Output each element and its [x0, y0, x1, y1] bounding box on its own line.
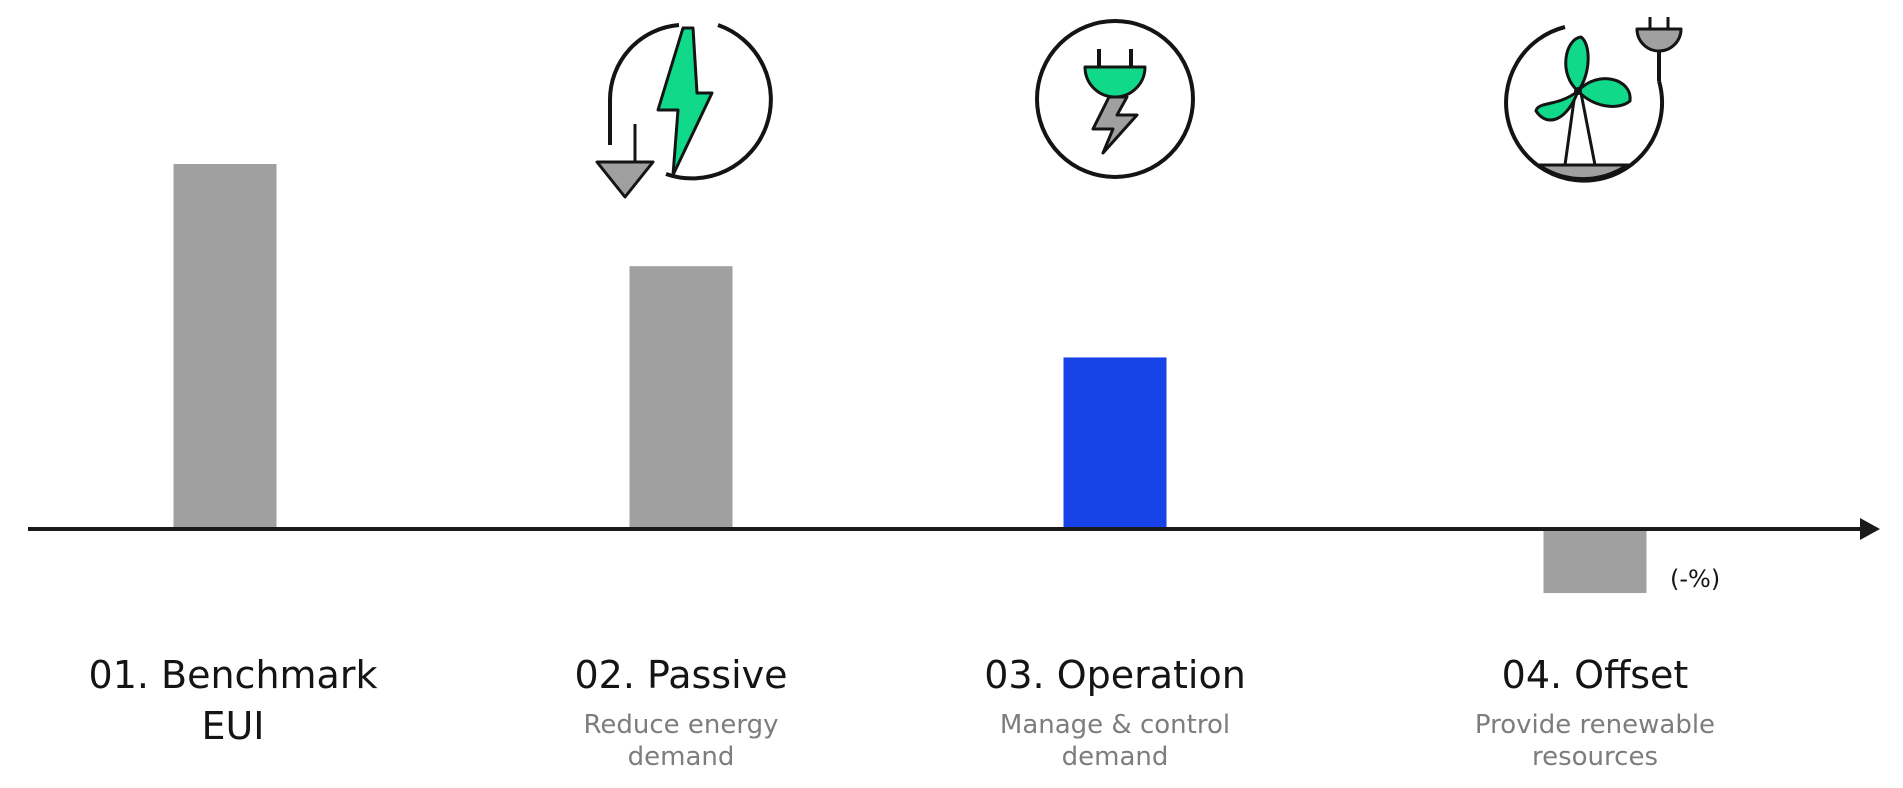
bar-4: [1543, 531, 1647, 594]
category-title-1-line-1: 01. Benchmark: [89, 653, 378, 697]
category-subtitle-2-line-1: Reduce energy: [583, 710, 778, 740]
category-subtitle-2-line-2: demand: [628, 742, 735, 772]
negative-value-label: (-%): [1670, 565, 1720, 593]
bar-1: [173, 164, 277, 529]
bar-2: [629, 266, 733, 529]
category-title-2-line-1: 02. Passive: [574, 653, 787, 697]
x-axis-arrow: [1860, 518, 1880, 540]
bar-3: [1063, 357, 1167, 529]
category-subtitle-3-line-2: demand: [1062, 742, 1169, 772]
plug-lightning-icon: [1035, 19, 1195, 179]
category-title-4-line-1: 04. Offset: [1502, 653, 1689, 697]
bars-group: [173, 164, 1647, 594]
wind-turbine-plug-icon: [1504, 17, 1683, 183]
category-subtitle-3-line-1: Manage & control: [1000, 710, 1230, 740]
category-subtitle-4-line-1: Provide renewable: [1475, 710, 1715, 740]
energy-reduction-icon: [595, 23, 773, 199]
category-title-1-line-2: EUI: [201, 704, 264, 748]
category-title-3-line-1: 03. Operation: [984, 653, 1246, 697]
category-subtitle-4-line-2: resources: [1532, 742, 1658, 772]
category-labels: 01. Benchmark EUI 02. Passive Reduce energy…: [89, 653, 1716, 772]
